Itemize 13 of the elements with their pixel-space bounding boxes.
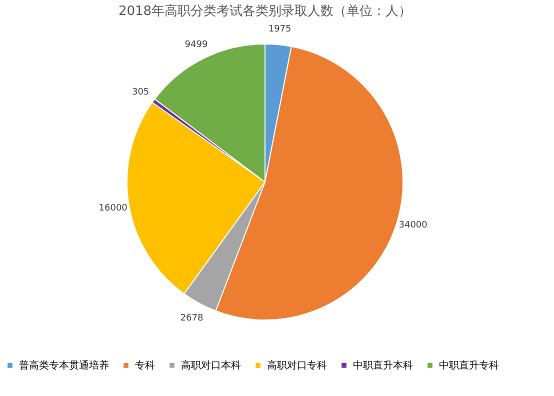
chart-title: 2018年高职分类考试各类别录取人数（单位：人） bbox=[118, 3, 412, 19]
data-label: 9499 bbox=[184, 40, 208, 50]
data-label: 305 bbox=[132, 87, 150, 98]
legend-label: 中职直升专科 bbox=[439, 359, 499, 372]
data-label: 1975 bbox=[268, 24, 292, 35]
legend-label: 专科 bbox=[135, 359, 155, 372]
data-label: 2678 bbox=[180, 313, 204, 324]
data-label: 34000 bbox=[398, 220, 428, 230]
legend-label: 普高类专本贯通培养 bbox=[19, 359, 109, 372]
data-label: 16000 bbox=[98, 203, 128, 214]
legend-label: 高职对口本科 bbox=[181, 359, 241, 372]
legend-label: 高职对口专科 bbox=[267, 359, 327, 372]
legend-label: 中职直升本科 bbox=[353, 359, 413, 372]
